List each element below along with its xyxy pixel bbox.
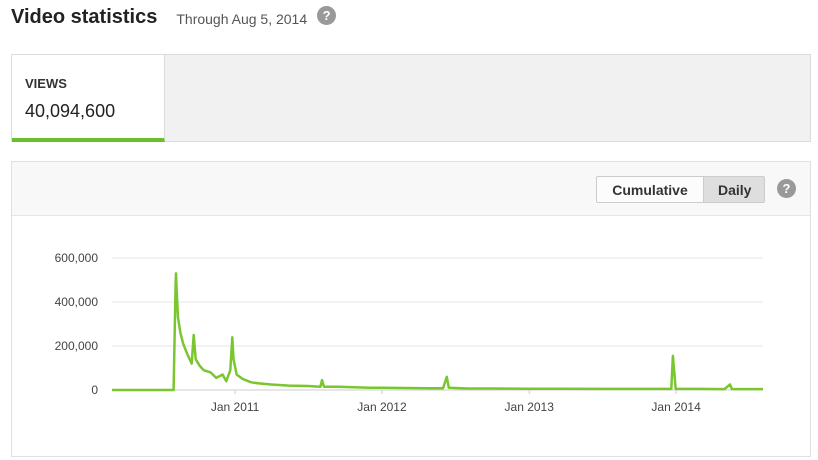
page-title: Video statistics xyxy=(11,5,158,28)
x-tick-label: Jan 2011 xyxy=(211,400,260,414)
metric-bar: VIEWS 40,094,600 xyxy=(11,54,811,142)
x-tick-label: Jan 2012 xyxy=(357,400,407,414)
y-tick-label: 400,000 xyxy=(55,295,99,309)
metric-value: 40,094,600 xyxy=(25,101,116,121)
metric-label: VIEWS xyxy=(25,76,67,91)
chart-help-icon[interactable]: ? xyxy=(777,179,796,198)
x-tick-label: Jan 2014 xyxy=(651,400,701,414)
chart-toolbar: Cumulative Daily ? xyxy=(12,162,810,216)
page-header: Video statistics Through Aug 5, 2014 ? xyxy=(11,3,337,31)
view-toggle: Cumulative Daily xyxy=(596,176,765,203)
y-tick-label: 600,000 xyxy=(55,251,99,265)
daily-button[interactable]: Daily xyxy=(704,176,765,203)
y-tick-label: 200,000 xyxy=(55,339,99,353)
chart-panel: Cumulative Daily ? 0 200,000 400,000 600,00… xyxy=(11,161,811,457)
date-range-label: Through Aug 5, 2014 xyxy=(176,10,308,27)
y-tick-label: 0 xyxy=(91,383,98,397)
x-tick-label: Jan 2013 xyxy=(505,400,555,414)
series-line xyxy=(112,272,763,392)
metric-tab-views[interactable]: VIEWS 40,094,600 xyxy=(12,55,165,142)
help-icon[interactable]: ? xyxy=(317,5,337,25)
cumulative-button[interactable]: Cumulative xyxy=(596,176,704,203)
views-line-chart: 0 200,000 400,000 600,000 Jan 2011 Jan 2012 Ja… xyxy=(55,251,763,414)
